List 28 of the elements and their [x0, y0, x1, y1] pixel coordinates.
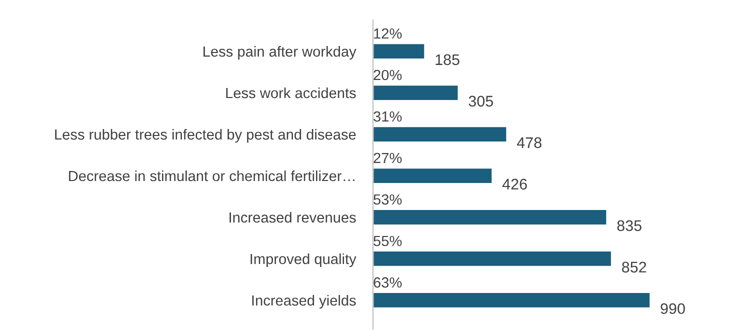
bar: [373, 84, 460, 102]
y-tick-label: Improved quality: [250, 253, 356, 268]
data-label: 478: [516, 137, 542, 148]
data-label: 185: [436, 54, 460, 66]
bar: [373, 167, 494, 184]
annotation: 20%: [374, 70, 402, 80]
data-label: 305: [468, 96, 493, 107]
data-label: 852: [622, 262, 646, 273]
bar: [373, 250, 612, 268]
annotation: 55%: [374, 236, 402, 246]
data-label: 426: [502, 178, 527, 190]
y-tick-label: Decrease in stimulant or chemical fertilizer…: [69, 170, 354, 182]
bar: [373, 42, 426, 60]
y-tick-label: Increased revenues: [230, 212, 356, 223]
annotation: 53%: [374, 194, 402, 205]
y-tick-label: Less pain after workday: [204, 46, 356, 60]
y-tick-label: Less work accidents: [226, 87, 356, 98]
annotation: 12%: [374, 28, 402, 39]
data-label: 835: [617, 220, 642, 232]
y-tick-label: Increased yields: [252, 294, 356, 309]
bar: [373, 208, 608, 226]
y-tick-label: Less rubber trees infected by pest and disease: [55, 128, 356, 143]
annotation: 31%: [374, 111, 402, 122]
annotation: 27%: [374, 152, 402, 164]
bar: [373, 126, 508, 143]
bar: [373, 292, 651, 309]
annotation: 63%: [374, 277, 402, 288]
data-label: 990: [660, 303, 685, 314]
